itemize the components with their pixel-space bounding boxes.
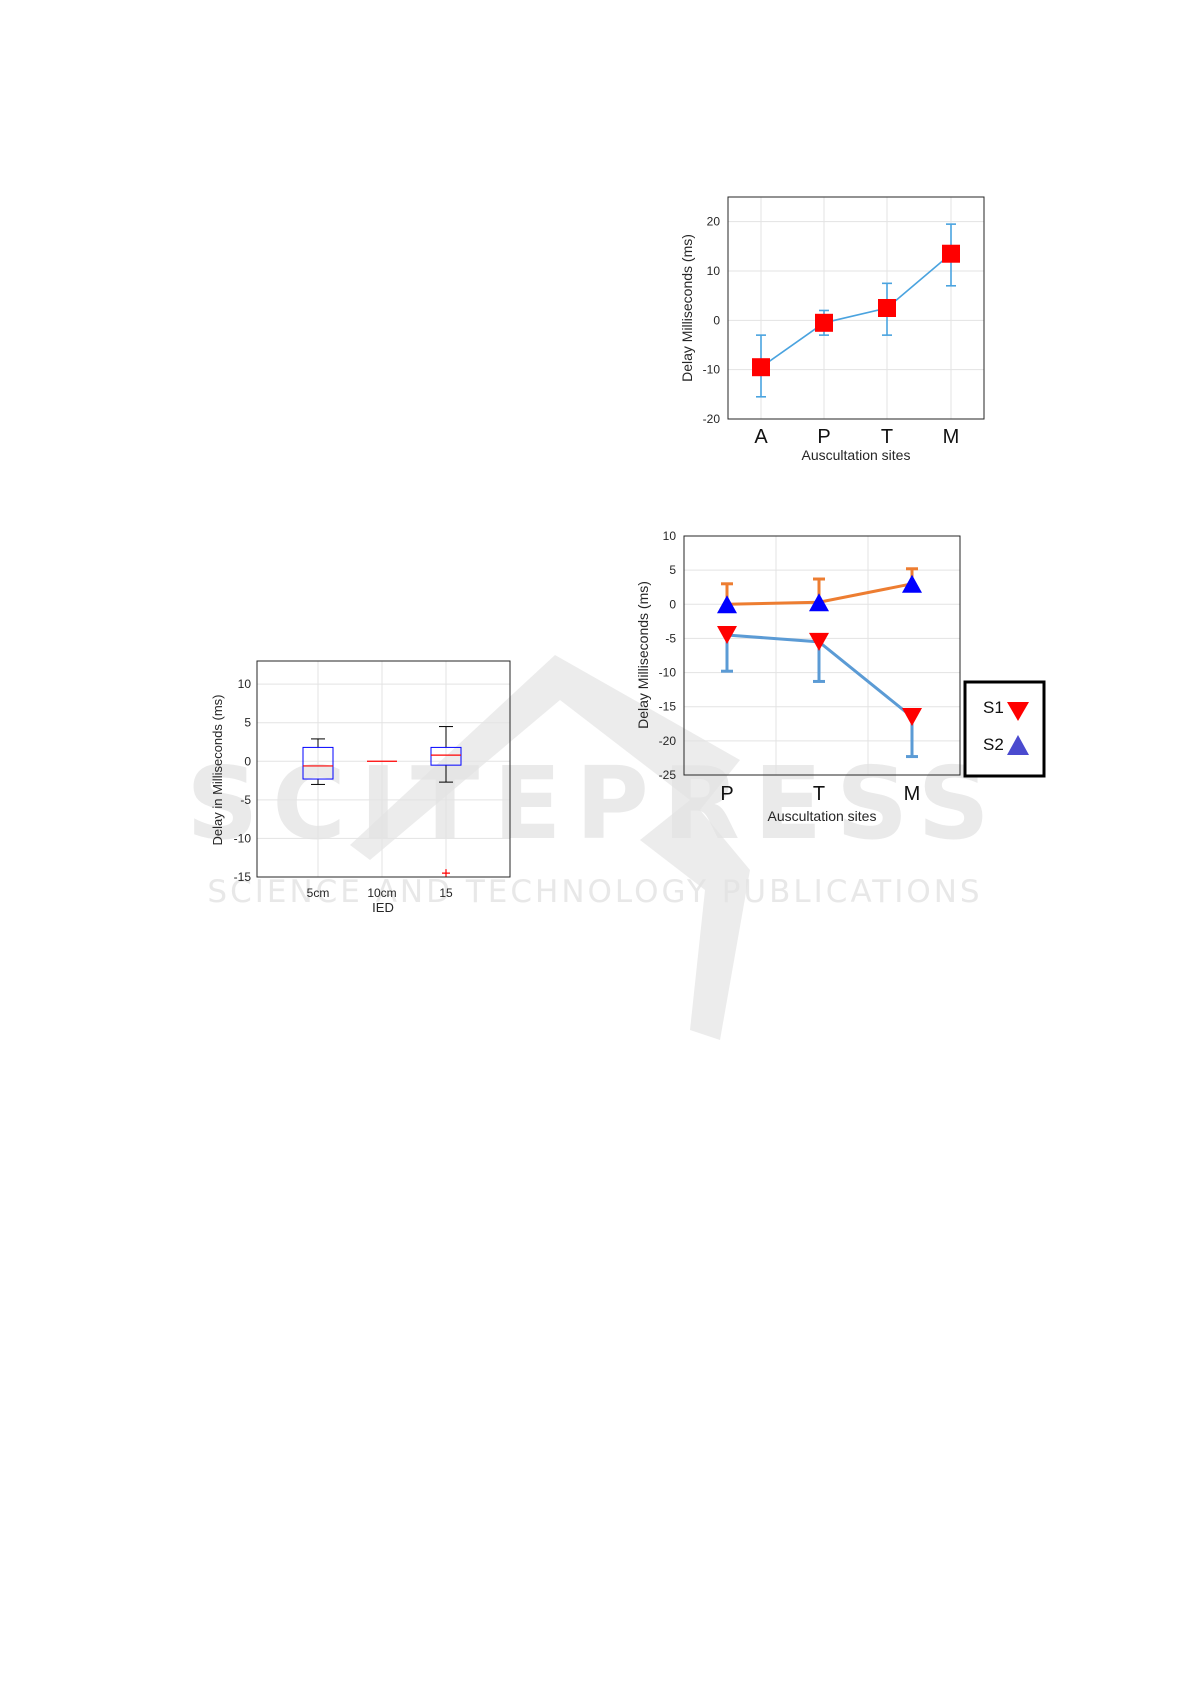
chart-3-xtick-label: 15 xyxy=(439,886,453,900)
chart-1-y-ticks: -20 -10 0 10 20 xyxy=(703,215,721,426)
chart-2-point-s2 xyxy=(717,595,737,614)
chart-2-frame xyxy=(683,535,961,776)
chart-3-outlier xyxy=(442,869,450,878)
chart-3-marks xyxy=(302,726,462,878)
chart-2-ytick-label: 0 xyxy=(669,597,676,611)
chart-3-box xyxy=(430,746,462,766)
chart-3-xtick-label: 5cm xyxy=(307,886,330,900)
chart-1-xtick-label: A xyxy=(754,426,768,448)
chart-1-ytick-label: -10 xyxy=(703,363,721,377)
chart-2-xlabel: Auscultation sites xyxy=(768,808,877,824)
chart-3-ytick-label: 0 xyxy=(244,754,251,768)
chart-2-ytick-label: -15 xyxy=(659,700,677,714)
chart-3-ytick-label: 5 xyxy=(244,716,251,730)
chart-1-xlabel: Auscultation sites xyxy=(802,447,911,463)
chart-3-y-ticks: -15 -10 -5 0 5 10 xyxy=(234,677,252,884)
chart-2-ytick-label: -20 xyxy=(659,734,677,748)
chart-2-point-s2 xyxy=(809,593,829,612)
legend-s2-label: S2 xyxy=(983,735,1004,754)
chart-3-ytick-label: 10 xyxy=(238,677,252,691)
chart-3-frame xyxy=(256,660,511,878)
chart-3-xlabel: IED xyxy=(372,900,394,915)
chart-2-ytick-label: -10 xyxy=(659,666,677,680)
chart-2-ytick-label: 5 xyxy=(669,563,676,577)
chart-3-ytick-label: -15 xyxy=(234,870,252,884)
chart-2-legend: S1 S2 xyxy=(963,680,1046,778)
chart-1-frame xyxy=(727,196,985,420)
chart-2-point-s2 xyxy=(902,574,922,593)
chart-1-point xyxy=(942,244,960,263)
chart-1-xtick-label: M xyxy=(943,426,960,448)
chart-2-xtick-label: M xyxy=(904,783,921,805)
chart-2-marks xyxy=(717,567,922,759)
chart-2-point-s1 xyxy=(902,707,922,726)
legend-s1-marker xyxy=(1007,702,1029,721)
chart-3-ytick-label: -5 xyxy=(240,793,251,807)
chart-1-marks xyxy=(752,223,960,398)
legend-s2-marker xyxy=(1007,735,1029,755)
chart-1-xtick-label: P xyxy=(817,426,830,448)
chart-2-ytick-label: 10 xyxy=(663,529,677,543)
chart-3-grid xyxy=(257,661,510,878)
chart-2-xtick-label: P xyxy=(720,783,733,805)
chart-1-ytick-label: 0 xyxy=(713,313,720,327)
chart-2-xtick-label: T xyxy=(813,783,825,805)
chart-1-ytick-label: -20 xyxy=(703,412,721,426)
chart-1-ytick-label: 10 xyxy=(707,264,721,278)
chart-2-ytick-label: -25 xyxy=(659,768,677,782)
chart-3-ytick-label: -10 xyxy=(234,831,252,845)
chart-2-ytick-label: -5 xyxy=(665,631,676,645)
chart-1-point xyxy=(815,313,833,332)
chart-3-box xyxy=(302,746,334,780)
chart-2-point-s1 xyxy=(717,626,737,645)
chart-1-point xyxy=(878,299,896,317)
chart-1-point xyxy=(752,358,770,377)
chart-2-point-s1 xyxy=(809,632,829,651)
chart-1-xtick-label: T xyxy=(881,426,893,448)
chart-2-y-ticks: -25 -20 -15 -10 -5 0 5 10 xyxy=(659,529,677,782)
chart-1-series-line xyxy=(760,253,952,368)
chart-1-ylabel: Delay Milliseconds (ms) xyxy=(679,234,695,382)
chart-1-ytick-label: 20 xyxy=(707,215,721,229)
chart-3-xtick-label: 10cm xyxy=(367,886,396,900)
legend-s1-label: S1 xyxy=(983,698,1004,717)
chart-2-ylabel: Delay Milliseconds (ms) xyxy=(635,581,651,729)
chart-3-ylabel: Delay in Milliseconds (ms) xyxy=(210,695,225,846)
legend-box xyxy=(963,680,1046,778)
chart-3-x-ticks: 5cm 10cm 15 xyxy=(307,886,453,900)
